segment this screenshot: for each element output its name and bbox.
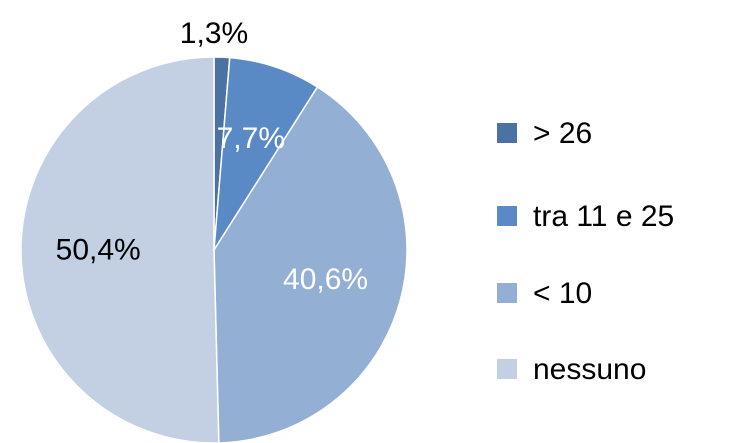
legend-swatch: [497, 359, 517, 379]
legend-swatch: [497, 283, 517, 303]
legend-label: < 10: [533, 277, 592, 310]
pie-slice: [213, 86, 408, 443]
legend-label: > 26: [533, 117, 592, 150]
legend-swatch: [497, 206, 517, 226]
legend-label: tra 11 e 25: [533, 200, 674, 233]
legend-swatch: [497, 123, 517, 143]
slice-label: 1,3%: [180, 17, 248, 50]
pie-slice: [20, 56, 220, 443]
pie-slice: [213, 56, 319, 251]
slice-label: 50,4%: [56, 233, 141, 266]
slice-label: 7,7%: [217, 122, 285, 155]
slice-label: 40,6%: [283, 263, 368, 296]
legend-label: nessuno: [533, 353, 646, 386]
